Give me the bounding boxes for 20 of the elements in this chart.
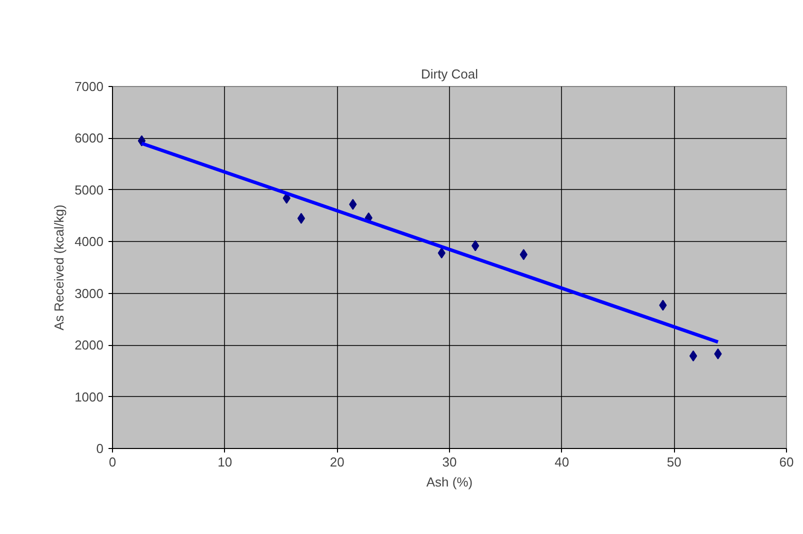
point — [689, 350, 698, 362]
x-tick-label: 50 — [666, 454, 682, 470]
y-tick-label: 2000 — [74, 338, 104, 353]
y-axis-title: As Received (kcal/kg) — [52, 204, 67, 330]
x-tick-label: 60 — [779, 454, 794, 470]
y-tick-label: 7000 — [74, 79, 104, 94]
x-tick-label: 10 — [218, 454, 232, 470]
x-tick-label: 30 — [442, 454, 457, 470]
y-tick-label: 3000 — [74, 286, 104, 301]
y-tick-label: 4000 — [74, 234, 104, 250]
x-tick-label: 40 — [554, 454, 570, 470]
y-tick-label: 6000 — [74, 130, 104, 146]
y-tick-label: 5000 — [74, 182, 104, 198]
y-tick-label: 0 — [96, 441, 104, 456]
point — [297, 212, 306, 224]
x-tick-label: 20 — [330, 454, 344, 470]
x-axis-title: Ash (%) — [426, 474, 473, 490]
y-tick-label: 1000 — [74, 389, 104, 404]
chart-title: Dirty Coal — [420, 66, 478, 82]
x-tick-label: 0 — [108, 454, 116, 470]
